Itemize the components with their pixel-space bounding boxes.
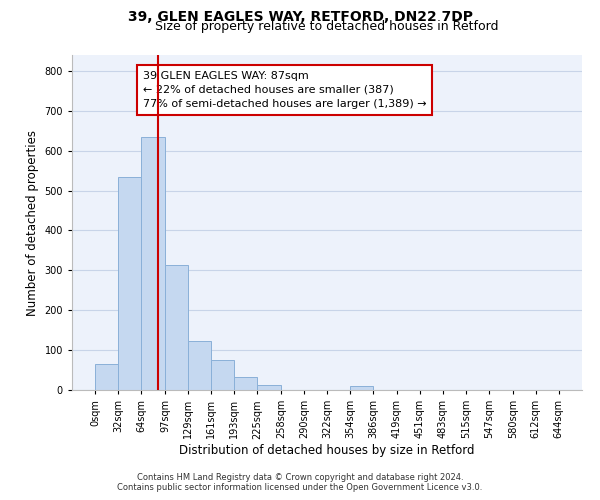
Bar (257, 385, 281, 390)
Bar (211, 360, 234, 390)
Bar (188, 342, 211, 390)
Bar (118, 176, 141, 390)
Text: 39 GLEN EAGLES WAY: 87sqm
← 22% of detached houses are smaller (387)
77% of semi: 39 GLEN EAGLES WAY: 87sqm ← 22% of detac… (143, 71, 427, 109)
Y-axis label: Number of detached properties: Number of detached properties (26, 130, 39, 316)
Title: Size of property relative to detached houses in Retford: Size of property relative to detached ho… (155, 20, 499, 33)
Bar (165, 265, 188, 390)
X-axis label: Distribution of detached houses by size in Retford: Distribution of detached houses by size … (179, 444, 475, 457)
Bar (234, 377, 257, 390)
Bar (141, 137, 165, 390)
Text: Contains HM Land Registry data © Crown copyright and database right 2024.
Contai: Contains HM Land Registry data © Crown c… (118, 473, 482, 492)
Bar (95, 364, 118, 390)
Text: 39, GLEN EAGLES WAY, RETFORD, DN22 7DP: 39, GLEN EAGLES WAY, RETFORD, DN22 7DP (128, 10, 473, 24)
Bar (350, 386, 373, 390)
